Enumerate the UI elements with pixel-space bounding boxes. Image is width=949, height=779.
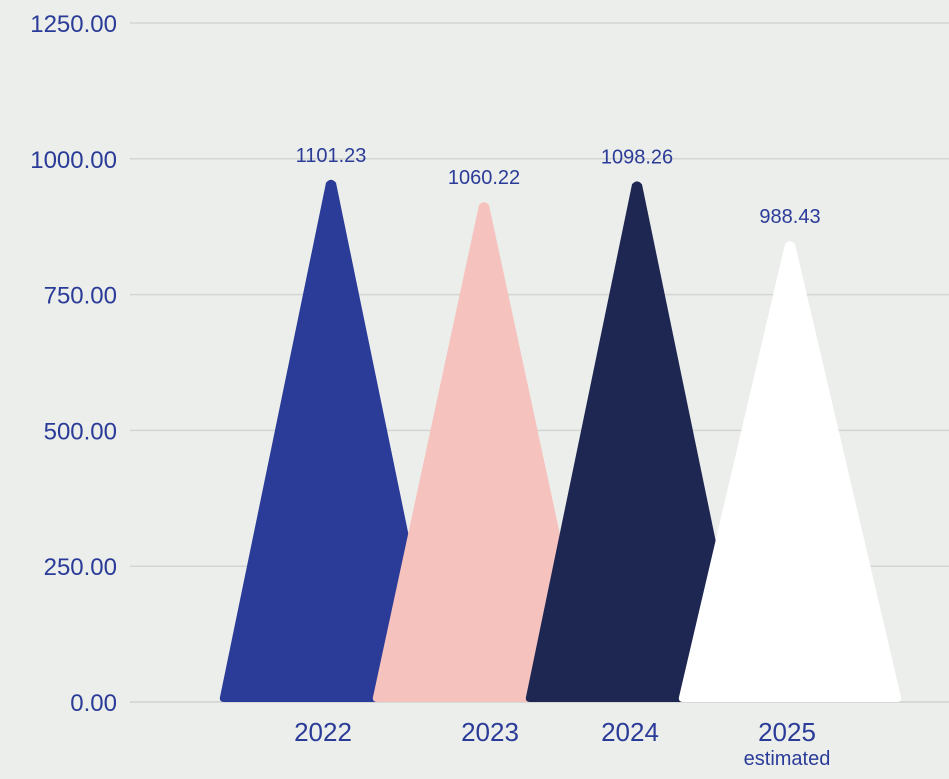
y-tick-label: 1000.00 bbox=[30, 147, 117, 174]
y-tick-label: 750.00 bbox=[44, 283, 117, 310]
data-label: 1060.22 bbox=[448, 167, 520, 189]
data-label: 1101.23 bbox=[296, 145, 367, 167]
x-category-label: 2022 bbox=[294, 717, 352, 747]
y-axis-ticks: 0.00 250.00 500.00 750.00 1000.00 1250.00 bbox=[30, 11, 117, 717]
bars bbox=[219, 179, 902, 702]
bar-2022 bbox=[219, 179, 443, 702]
data-label: 1098.26 bbox=[601, 146, 673, 168]
x-category-label: 2023 bbox=[461, 717, 519, 747]
data-labels: 1101.23 1060.22 1098.26 988.43 bbox=[296, 145, 821, 228]
bar-2023 bbox=[372, 202, 596, 702]
x-category-label: 2025 bbox=[758, 717, 816, 747]
y-tick-label: 250.00 bbox=[44, 554, 117, 581]
y-tick-label: 0.00 bbox=[70, 690, 117, 717]
bar-2024 bbox=[525, 181, 749, 702]
x-category-label: 2024 bbox=[601, 717, 659, 747]
y-tick-label: 1250.00 bbox=[30, 11, 117, 38]
data-label: 988.43 bbox=[759, 206, 820, 228]
x-category-note: estimated bbox=[744, 748, 831, 770]
y-tick-label: 500.00 bbox=[44, 418, 117, 445]
bar-2025 bbox=[678, 241, 902, 702]
